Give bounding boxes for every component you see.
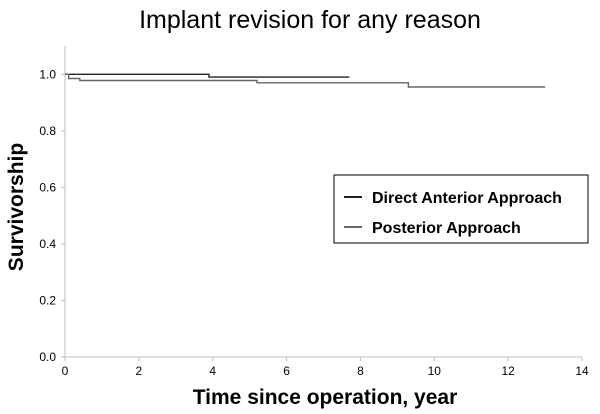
chart-title: Implant revision for any reason: [139, 6, 481, 34]
legend: Direct Anterior Approach Posterior Approa…: [333, 174, 589, 244]
legend-label-1: Direct Anterior Approach: [372, 190, 562, 207]
series-lines: [65, 73, 546, 88]
y-tick-label: 0.2: [39, 293, 56, 307]
x-tick-label: 12: [501, 364, 515, 378]
y-tick-label: 0.4: [39, 237, 56, 251]
legend-label-2: Posterior Approach: [372, 220, 521, 237]
y-axis-label: Survivorship: [5, 143, 28, 271]
tick-labels: 0 2 4 6 8 10 12 14 0.0 0.2 0.4 0.6 0.8 1.0: [39, 67, 589, 378]
x-tick-label: 0: [62, 364, 69, 378]
x-axis-label: Time since operation, year: [193, 386, 458, 409]
x-tick-label: 6: [283, 364, 290, 378]
x-tick-label: 14: [575, 364, 589, 378]
x-tick-label: 4: [209, 364, 216, 378]
series-line-2: [65, 73, 546, 88]
y-tick-label: 0.0: [39, 350, 56, 364]
x-tick-label: 2: [136, 364, 143, 378]
x-tick-label: 8: [357, 364, 364, 378]
series-line-1: [65, 73, 350, 78]
x-tick-label: 10: [428, 364, 442, 378]
axes: [64, 46, 582, 358]
y-tick-label: 0.8: [39, 124, 56, 138]
legend-box: [333, 174, 589, 244]
y-tick-label: 1.0: [39, 67, 56, 81]
y-tick-label: 0.6: [39, 180, 56, 194]
